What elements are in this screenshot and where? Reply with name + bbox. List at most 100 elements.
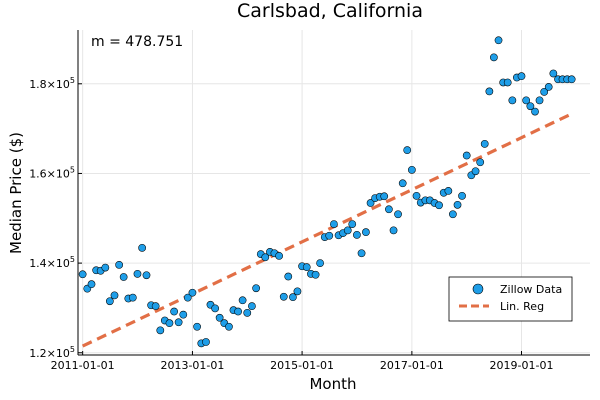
data-point [179,310,188,319]
data-point [362,228,370,237]
legend-box [448,276,573,322]
data-point [485,87,494,96]
regression-line [81,112,573,348]
data-point [289,293,297,302]
chart-title: Carlsbad, California [237,0,423,22]
data-point [544,83,553,91]
data-point [261,253,270,262]
data-point [156,326,165,335]
data-point [471,167,480,176]
data-point [279,292,288,301]
data-point [115,261,124,269]
data-point [170,307,178,316]
data-point [138,243,147,252]
x-tick-label: 2011-01-01 [51,359,115,372]
data-point [252,284,261,293]
y-ticks: 1.2×105 1.4×105 1.6×105 1.8×105 [29,76,82,360]
data-point [234,307,242,316]
data-point [302,263,311,272]
data-point [133,269,142,278]
data-point [462,151,471,160]
x-tick-label: 2017-01-01 [380,359,444,372]
data-point [275,252,283,260]
data-point [87,280,96,289]
x-tick-label: 2015-01-01 [270,359,334,372]
data-point [540,87,549,96]
data-point [330,220,338,228]
data-point [243,308,252,317]
data-point [453,200,462,209]
data-point [366,199,375,207]
y-tick-label: 1.2×105 [29,345,75,360]
data-point [449,210,457,219]
x-tick-label: 2013-01-01 [160,359,224,372]
data-point [202,338,210,346]
data-point [193,322,201,331]
data-point [284,272,293,281]
legend-label-linreg: Lin. Reg [500,300,544,313]
data-point [353,230,361,239]
data-point [357,249,366,258]
data-point [522,96,531,105]
y-tick-label: 1.6×105 [29,165,75,180]
data-point [476,158,485,167]
legend-label-zillow: Zillow Data [500,283,562,296]
data-point [183,293,192,302]
data-point [389,226,398,235]
data-point [325,231,334,240]
data-point [316,259,324,267]
data-point [151,302,160,311]
x-ticks: 2011-01-01 2013-01-01 2015-01-01 2017-01-01… [51,351,554,372]
data-point [412,191,421,200]
data-point [78,270,87,279]
data-point [311,270,320,279]
scatter-points [78,36,576,348]
data-point [119,273,128,281]
data-point [435,201,443,210]
data-point [549,69,558,78]
regression-line-group [81,112,573,348]
data-point [293,287,302,296]
slope-annotation: m = 478.751 [91,34,183,50]
data-point [517,72,526,81]
data-point [490,53,498,62]
data-point [398,179,407,188]
data-point [343,226,352,235]
y-tick-label: 1.8×105 [29,76,75,91]
data-point [188,288,197,297]
data-point [494,36,503,45]
x-tick-label: 2019-01-01 [490,359,554,372]
data-point [407,165,416,174]
legend-scatter-marker [472,283,484,295]
data-point [142,271,151,280]
legend: Zillow Data Lin. Reg [448,276,573,322]
data-point [215,313,224,322]
data-point [380,192,389,201]
data-point [238,296,247,305]
data-point [165,319,174,328]
data-point [174,318,183,327]
data-point [535,96,544,105]
data-point [403,146,412,155]
data-point [567,75,576,84]
data-point [105,297,114,306]
data-point [211,304,219,313]
data-point [128,293,137,302]
data-point [110,291,119,300]
y-tick-label: 1.4×105 [29,255,75,270]
data-point [503,78,512,87]
data-point [444,187,453,195]
data-point [394,210,402,219]
data-point [480,139,489,148]
data-point [248,302,256,311]
data-point [508,96,517,105]
data-point [101,263,110,272]
y-axis-label: Median Price ($) [7,132,25,254]
data-point [458,191,466,200]
data-point [531,107,539,116]
data-point [225,322,233,331]
x-axis-label: Month [309,375,356,393]
data-point [348,220,357,228]
data-point [526,102,535,111]
